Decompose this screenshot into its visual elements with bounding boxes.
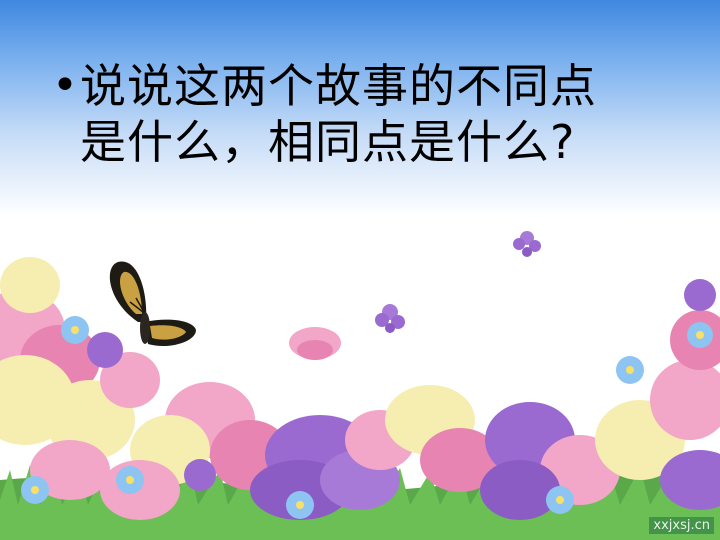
bullet-marker: • xyxy=(52,60,78,111)
title-line-2: 是什么，相同点是什么? xyxy=(80,115,576,169)
floating-flower-1 xyxy=(513,231,541,257)
bullet-point: • 说说这两个故事的不同点 是什么，相同点是什么? xyxy=(52,58,692,170)
flower-cluster-middle-left xyxy=(100,382,290,520)
butterfly-icon xyxy=(109,261,196,347)
flower-cluster-purple xyxy=(250,385,500,520)
watermark: xxjxsj.cn xyxy=(649,517,714,534)
slide-title: • 说说这两个故事的不同点 是什么，相同点是什么? xyxy=(52,58,692,170)
flower-cluster-right xyxy=(480,279,720,520)
floating-flower-3 xyxy=(289,327,341,360)
flower-cluster-left xyxy=(0,257,160,504)
title-line-1: 说说这两个故事的不同点 xyxy=(80,59,597,113)
floating-flower-2 xyxy=(375,304,405,333)
